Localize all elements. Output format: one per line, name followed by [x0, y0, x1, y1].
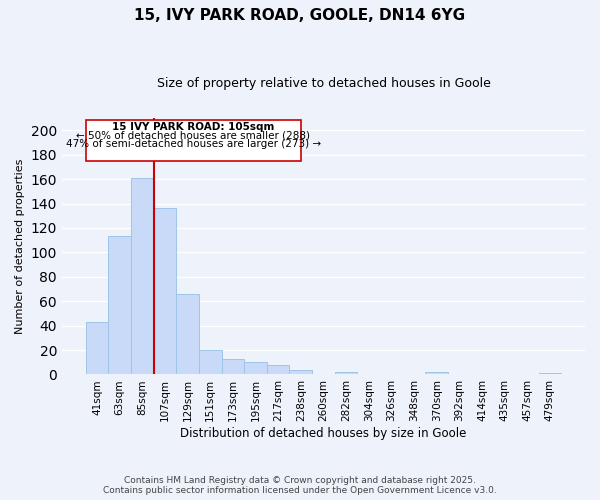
- Bar: [244, 362, 267, 374]
- Bar: [289, 370, 312, 374]
- Bar: [425, 372, 448, 374]
- Text: 47% of semi-detached houses are larger (273) →: 47% of semi-detached houses are larger (…: [65, 139, 321, 149]
- Y-axis label: Number of detached properties: Number of detached properties: [15, 158, 25, 334]
- Bar: [335, 372, 358, 374]
- Bar: [86, 322, 109, 374]
- Bar: [131, 178, 154, 374]
- Text: 15, IVY PARK ROAD, GOOLE, DN14 6YG: 15, IVY PARK ROAD, GOOLE, DN14 6YG: [134, 8, 466, 22]
- Bar: [199, 350, 221, 374]
- Title: Size of property relative to detached houses in Goole: Size of property relative to detached ho…: [157, 78, 490, 90]
- Text: Contains HM Land Registry data © Crown copyright and database right 2025.
Contai: Contains HM Land Registry data © Crown c…: [103, 476, 497, 495]
- Bar: [109, 236, 131, 374]
- FancyBboxPatch shape: [86, 120, 301, 161]
- Bar: [221, 358, 244, 374]
- Text: ← 50% of detached houses are smaller (288): ← 50% of detached houses are smaller (28…: [76, 130, 310, 140]
- Bar: [154, 208, 176, 374]
- Text: 15 IVY PARK ROAD: 105sqm: 15 IVY PARK ROAD: 105sqm: [112, 122, 274, 132]
- Bar: [539, 373, 561, 374]
- X-axis label: Distribution of detached houses by size in Goole: Distribution of detached houses by size …: [180, 427, 467, 440]
- Bar: [176, 294, 199, 374]
- Bar: [267, 364, 289, 374]
